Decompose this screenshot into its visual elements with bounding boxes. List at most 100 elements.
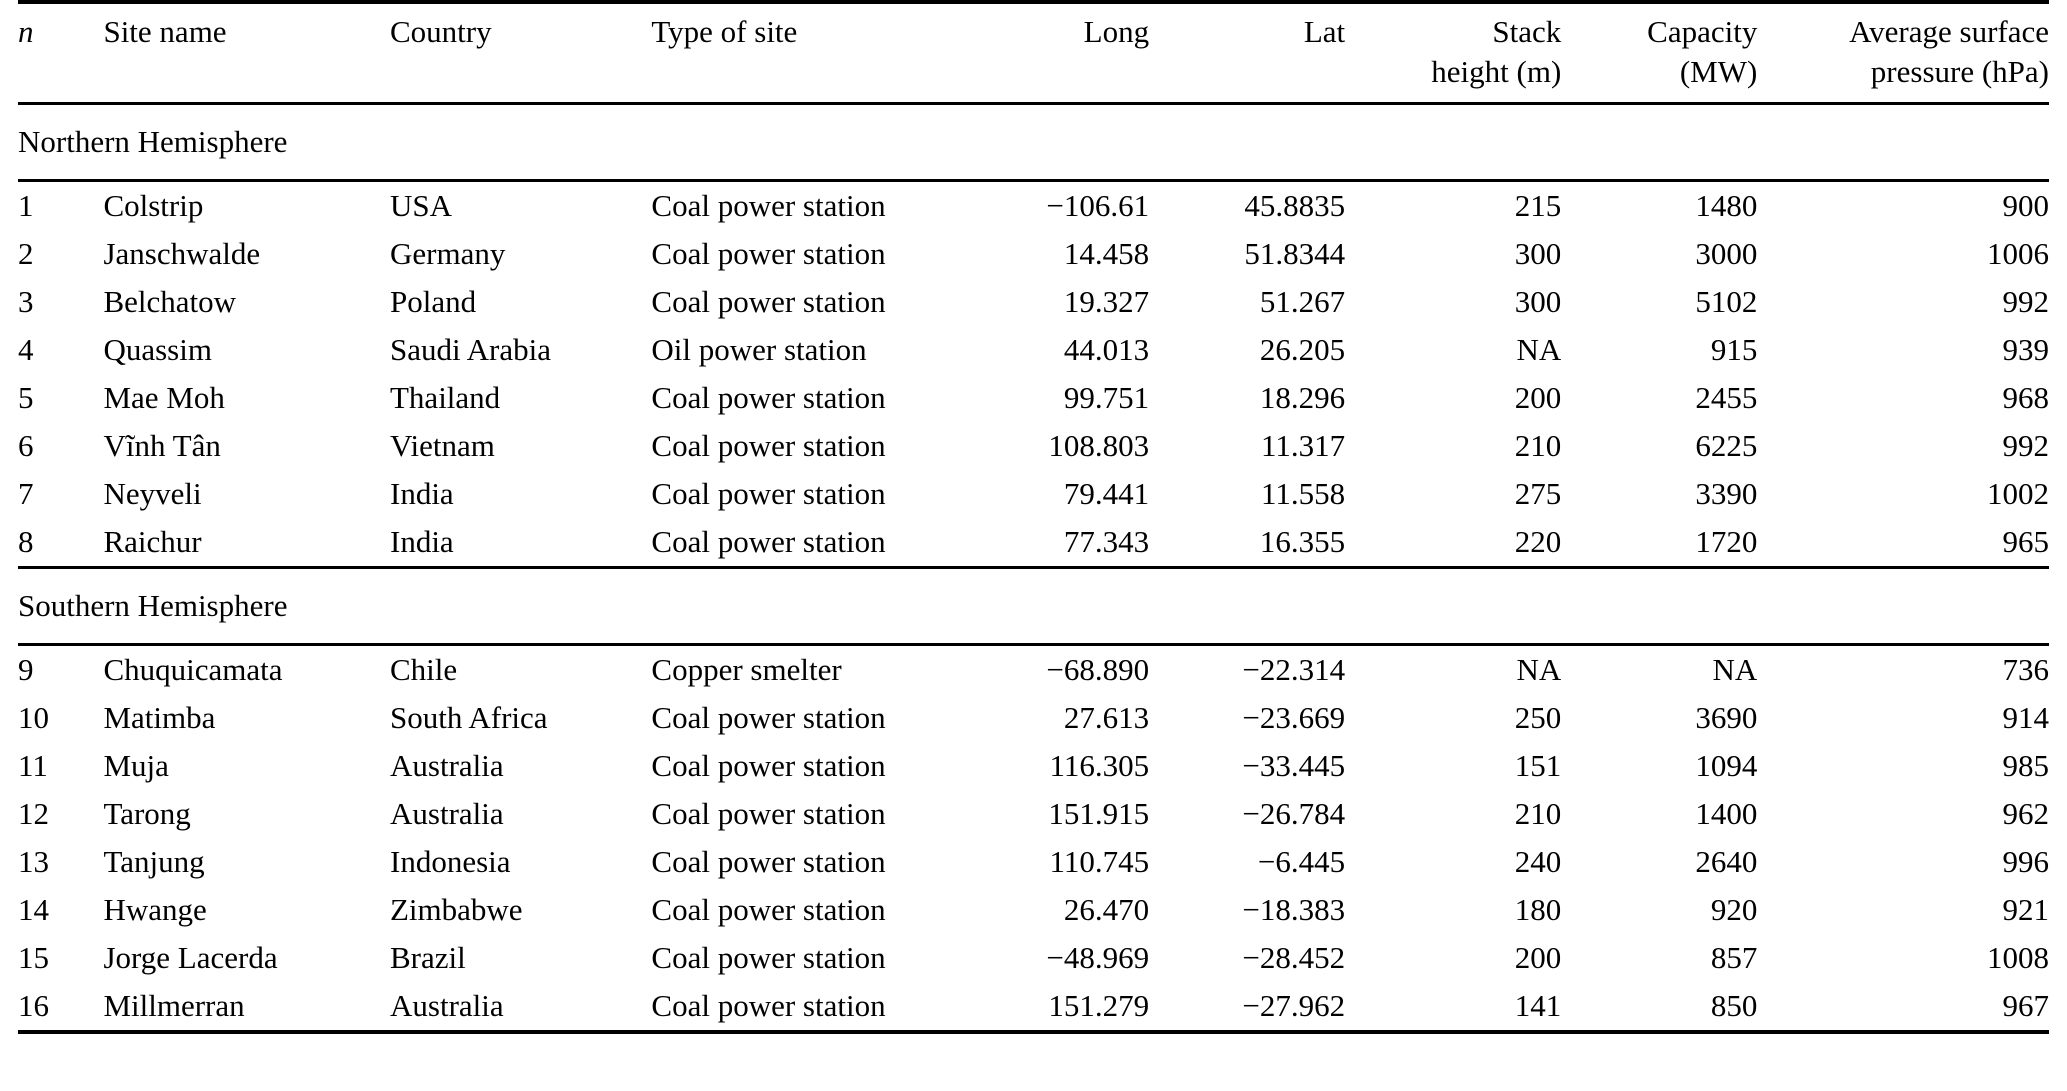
table-cell: Colstrip: [103, 188, 204, 223]
table-cell: Vietnam: [390, 428, 495, 463]
table-cell: 15: [18, 940, 49, 975]
table-cell: NA: [1516, 332, 1562, 367]
table-cell: 11: [18, 748, 48, 783]
column-header-n: n: [18, 2, 104, 105]
table-cell: −26.784: [1242, 796, 1346, 831]
table-cell: 275: [1514, 476, 1562, 511]
table-cell: Vĩnh Tân: [103, 428, 221, 463]
table-cell: 3: [18, 284, 34, 319]
table-cell: 1002: [1987, 476, 2049, 511]
table-row: 6 Vĩnh Tân Vietnam Coal power station 108.80…: [18, 422, 2049, 470]
table-cell: 921: [2002, 892, 2050, 927]
table-cell: 1480: [1695, 188, 1758, 223]
table-cell: 3690: [1695, 700, 1758, 735]
table-row: 13 Tanjung Indonesia Coal power station 110.…: [18, 838, 2049, 886]
table-cell: Chuquicamata: [103, 652, 283, 687]
table-cell: 11.558: [1261, 476, 1346, 511]
table-cell: −106.61: [1046, 188, 1150, 223]
column-header-long: Long: [953, 2, 1150, 105]
table-cell: 300: [1514, 284, 1562, 319]
table-cell: 968: [2002, 380, 2050, 415]
table-cell: India: [390, 524, 454, 559]
table-cell: 26.470: [1063, 892, 1150, 927]
table-cell: Coal power station: [651, 188, 886, 223]
table-cell: −18.383: [1242, 892, 1346, 927]
column-header-label-line2: [651, 52, 953, 92]
table-cell: −48.969: [1046, 940, 1150, 975]
table-cell: 996: [2002, 844, 2050, 879]
table-row: 10 Matimba South Africa Coal power station 2…: [18, 694, 2049, 742]
table-cell: −6.445: [1257, 844, 1346, 879]
table-row: 16 Millmerran Australia Coal power station 1…: [18, 982, 2049, 1032]
table-cell: Coal power station: [651, 748, 886, 783]
table-cell: 5: [18, 380, 34, 415]
table-cell: 11.317: [1261, 428, 1346, 463]
table-cell: Raichur: [103, 524, 202, 559]
table-cell: Coal power station: [651, 524, 886, 559]
table-cell: −33.445: [1242, 748, 1346, 783]
table-cell: 16.355: [1259, 524, 1346, 559]
table-cell: 13: [18, 844, 49, 879]
table-cell: Coal power station: [651, 796, 886, 831]
column-header-label: Stack: [1492, 14, 1562, 49]
table-row: 1 Colstrip USA Coal power station −106.61 45.…: [18, 181, 2049, 231]
column-header-capacity: Capacity (MW): [1561, 2, 1758, 105]
table-cell: Poland: [390, 284, 477, 319]
table-cell: 51.8344: [1244, 236, 1346, 271]
column-header-stack-height: Stack height (m): [1345, 2, 1562, 105]
table-cell: 850: [1710, 988, 1758, 1023]
table-cell: 12: [18, 796, 49, 831]
table-cell: Coal power station: [651, 940, 886, 975]
header-row: n Site name Country Type of site Long: [18, 2, 2049, 105]
table-cell: 14: [18, 892, 49, 927]
table-cell: 51.267: [1259, 284, 1346, 319]
table-cell: −22.314: [1242, 652, 1346, 687]
column-header-label: n: [18, 14, 34, 49]
table-row: 9 Chuquicamata Chile Copper smelter −68.890 −…: [18, 645, 2049, 695]
table-row: 3 Belchatow Poland Coal power station 19.327…: [18, 278, 2049, 326]
table-cell: Hwange: [103, 892, 207, 927]
column-header-site-name: Site name: [103, 2, 390, 105]
table-cell: 4: [18, 332, 34, 367]
table-cell: Muja: [103, 748, 169, 783]
table-cell: −68.890: [1046, 652, 1150, 687]
column-header-label-line2: pressure (hPa): [1870, 54, 2049, 89]
table-cell: 920: [1710, 892, 1758, 927]
column-header-label: Type of site: [651, 14, 798, 49]
table-cell: 1400: [1695, 796, 1758, 831]
column-header-label: Lat: [1303, 14, 1346, 49]
table-cell: Thailand: [390, 380, 501, 415]
table-header: n Site name Country Type of site Long: [18, 2, 2049, 105]
table-cell: Zimbabwe: [390, 892, 523, 927]
table-cell: USA: [390, 188, 453, 223]
table-cell: Australia: [390, 988, 504, 1023]
table-cell: Saudi Arabia: [390, 332, 551, 367]
table-row: 7 Neyveli India Coal power station 79.441 11.…: [18, 470, 2049, 518]
table-cell: 900: [2002, 188, 2050, 223]
table-cell: 151.279: [1048, 988, 1150, 1023]
sites-table: n Site name Country Type of site Long: [18, 0, 2049, 1034]
table-cell: Mae Moh: [103, 380, 225, 415]
table-cell: 215: [1514, 188, 1562, 223]
table-cell: 1720: [1695, 524, 1758, 559]
table-cell: 914: [2002, 700, 2050, 735]
table-cell: 77.343: [1063, 524, 1150, 559]
table-cell: 857: [1710, 940, 1758, 975]
table-cell: 7: [18, 476, 34, 511]
table-cell: 79.441: [1063, 476, 1150, 511]
table-cell: 2455: [1695, 380, 1758, 415]
table-cell: Coal power station: [651, 988, 886, 1023]
table-cell: Coal power station: [651, 284, 886, 319]
column-header-label-line2: [953, 52, 1149, 92]
table-cell: Indonesia: [390, 844, 511, 879]
table-cell: 210: [1514, 428, 1562, 463]
table-row: 12 Tarong Australia Coal power station 151.9…: [18, 790, 2049, 838]
table-cell: 915: [1710, 332, 1758, 367]
table-cell: 18.296: [1259, 380, 1346, 415]
table-cell: 8: [18, 524, 34, 559]
table-cell: 110.745: [1049, 844, 1150, 879]
table-cell: 1006: [1987, 236, 2049, 271]
table-cell: 14.458: [1063, 236, 1150, 271]
table-cell: Tarong: [103, 796, 191, 831]
table-row: 2 Janschwalde Germany Coal power station 14.…: [18, 230, 2049, 278]
